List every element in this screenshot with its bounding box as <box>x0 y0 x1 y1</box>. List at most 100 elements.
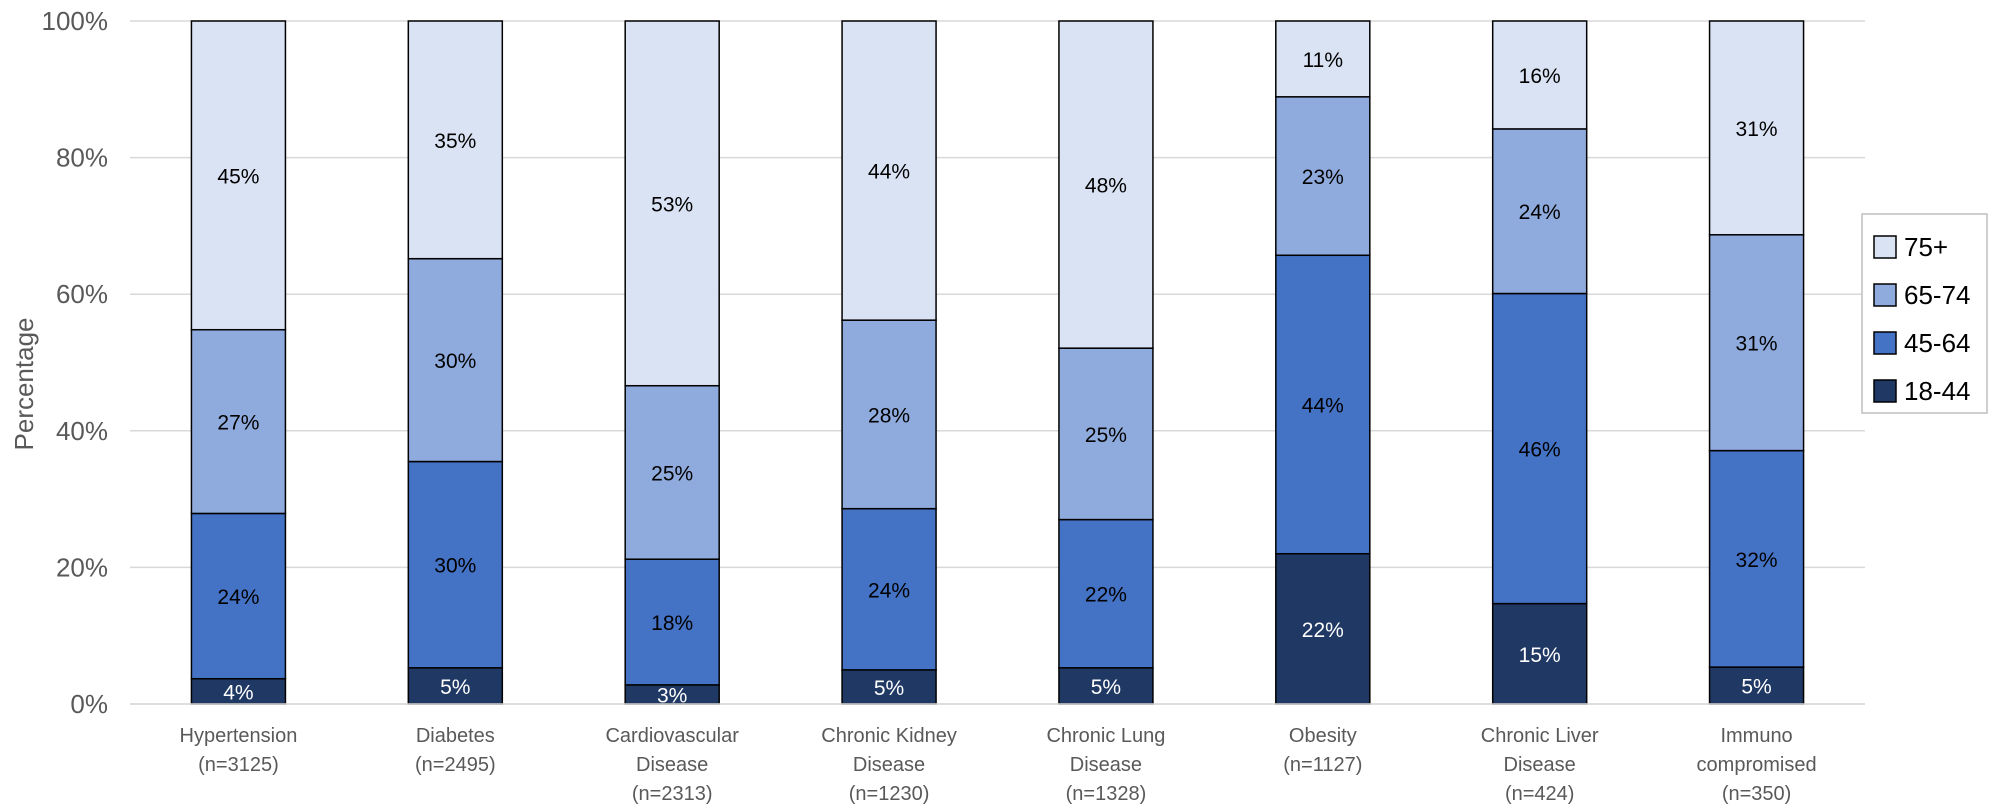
bar-segment-18-44 <box>407 667 504 705</box>
y-tick-label: 0% <box>70 689 108 719</box>
y-tick-label: 20% <box>56 552 108 582</box>
legend-label: 18-44 <box>1904 376 1971 406</box>
legend-swatch <box>1873 283 1897 307</box>
bar-segment-75+ <box>190 20 287 331</box>
data-label: 35% <box>434 130 476 153</box>
bar-segment-65-74 <box>1708 234 1805 452</box>
bar-segment-75+ <box>1058 20 1154 349</box>
y-tick-label: 40% <box>56 416 108 446</box>
bar-stack: 15% 46% 24% 16% <box>1491 20 1588 705</box>
x-tick-label: Obesity <box>1289 725 1357 747</box>
legend-label: 75+ <box>1904 232 1948 262</box>
bar-segment-45-64 <box>1491 292 1588 605</box>
legend-label: 45-64 <box>1904 328 1971 358</box>
data-label: 24% <box>217 586 259 609</box>
bar-segment-75+ <box>1708 20 1805 236</box>
data-label: 25% <box>1085 424 1127 447</box>
data-label: 23% <box>1302 166 1344 189</box>
legend-item: 45-64 <box>1873 328 1971 358</box>
data-label: 45% <box>217 165 259 188</box>
x-tick-label: (n=2313) <box>632 783 713 805</box>
data-label: 4% <box>223 681 253 704</box>
legend: 75+ 65-74 45-64 18-44 <box>1861 213 1988 414</box>
x-tick-label: (n=424) <box>1505 783 1575 805</box>
data-label: 48% <box>1085 175 1127 198</box>
bar-segment-45-64 <box>1708 449 1805 668</box>
bar-segment-75+ <box>841 20 937 321</box>
data-label: 53% <box>651 193 693 216</box>
x-tick-label: Chronic Lung <box>1046 725 1165 747</box>
data-label: 16% <box>1519 65 1561 88</box>
data-label: 22% <box>1085 584 1127 607</box>
bar-segment-18-44 <box>841 669 937 705</box>
data-label: 5% <box>874 677 904 700</box>
legend-label: 65-74 <box>1904 280 1971 310</box>
bar-segment-18-44 <box>1491 602 1588 705</box>
x-tick-label: Chronic Liver <box>1481 725 1599 747</box>
bar-stack: 5% 32% 31% 31% <box>1708 20 1805 705</box>
x-tick-label: Disease <box>853 754 925 776</box>
bar-stack: 4% 24% 27% 45% <box>190 20 287 705</box>
legend-item: 18-44 <box>1873 376 1971 406</box>
x-tick-label: Cardiovascular <box>605 725 739 747</box>
bar-segment-65-74 <box>841 319 937 510</box>
legend-item: 75+ <box>1873 232 1948 262</box>
bar-stack: 5% 22% 25% 48% <box>1058 20 1154 705</box>
bar-stack: 5% 24% 28% 44% <box>841 20 937 705</box>
x-tick-label: Hypertension <box>180 725 298 747</box>
legend-swatch <box>1873 379 1897 403</box>
bar-segment-75+ <box>1275 20 1371 98</box>
legend-swatch <box>1873 235 1897 259</box>
bar-segment-45-64 <box>1275 254 1371 555</box>
data-label: 31% <box>1736 118 1778 141</box>
x-tick-label: compromised <box>1697 754 1817 776</box>
x-tick-label: (n=1328) <box>1066 783 1147 805</box>
data-label: 31% <box>1736 333 1778 356</box>
bar-segment-45-64 <box>624 558 720 686</box>
bar-segment-65-74 <box>407 257 504 463</box>
x-tick-label: Diabetes <box>416 725 495 747</box>
x-tick-label: (n=1127) <box>1283 754 1362 776</box>
data-label: 30% <box>434 555 476 578</box>
bar-segment-75+ <box>1491 20 1588 130</box>
x-tick-label: (n=3125) <box>198 754 279 776</box>
data-label: 22% <box>1302 619 1344 642</box>
x-axis: Hypertension (n=3125) Diabetes (n=2495) Card… <box>130 703 1865 805</box>
data-label: 27% <box>217 412 259 435</box>
data-label: 30% <box>434 350 476 373</box>
x-tick-label: (n=350) <box>1722 783 1792 805</box>
bar-segment-65-74 <box>624 384 720 560</box>
data-label: 11% <box>1303 49 1343 72</box>
x-tick-label: (n=1230) <box>849 783 930 805</box>
bar-segment-65-74 <box>1275 96 1371 257</box>
bar-segment-75+ <box>624 20 720 387</box>
y-tick-label: 80% <box>56 143 108 173</box>
x-tick-label: Disease <box>1504 754 1576 776</box>
data-label: 24% <box>1519 201 1561 224</box>
x-tick-label: Disease <box>636 754 708 776</box>
data-label: 5% <box>1091 676 1121 699</box>
data-label: 44% <box>868 161 910 184</box>
legend-item: 65-74 <box>1873 280 1971 310</box>
y-axis-title: Percentage <box>9 318 39 451</box>
y-tick-label: 100% <box>42 6 109 36</box>
legend-swatch <box>1873 331 1897 355</box>
bar-stack: 22% 44% 23% 11% <box>1275 20 1371 705</box>
bar-segment-45-64 <box>841 507 937 671</box>
bar-segment-45-64 <box>1058 518 1154 669</box>
bar-segment-18-44 <box>1275 552 1371 705</box>
x-tick-label: Chronic Kidney <box>821 725 957 747</box>
data-label: 24% <box>868 579 910 602</box>
y-axis: 0% 20% 40% 60% 80% 100% <box>42 6 109 719</box>
bar-segment-65-74 <box>1491 128 1588 295</box>
x-tick-label: Disease <box>1070 754 1142 776</box>
gridlines <box>130 20 1865 705</box>
data-label: 18% <box>651 612 693 635</box>
bar-stack: 5% 30% 30% 35% <box>407 20 504 705</box>
data-label: 3% <box>657 684 687 707</box>
bars: 4% 24% 27% 45% 5% 30% 30% 35% 3% 18% 25% 53% 5% 24% 28… <box>190 20 1805 707</box>
bar-stack: 3% 18% 25% 53% <box>624 20 720 707</box>
bar-segment-45-64 <box>190 512 287 680</box>
data-label: 25% <box>651 462 693 485</box>
